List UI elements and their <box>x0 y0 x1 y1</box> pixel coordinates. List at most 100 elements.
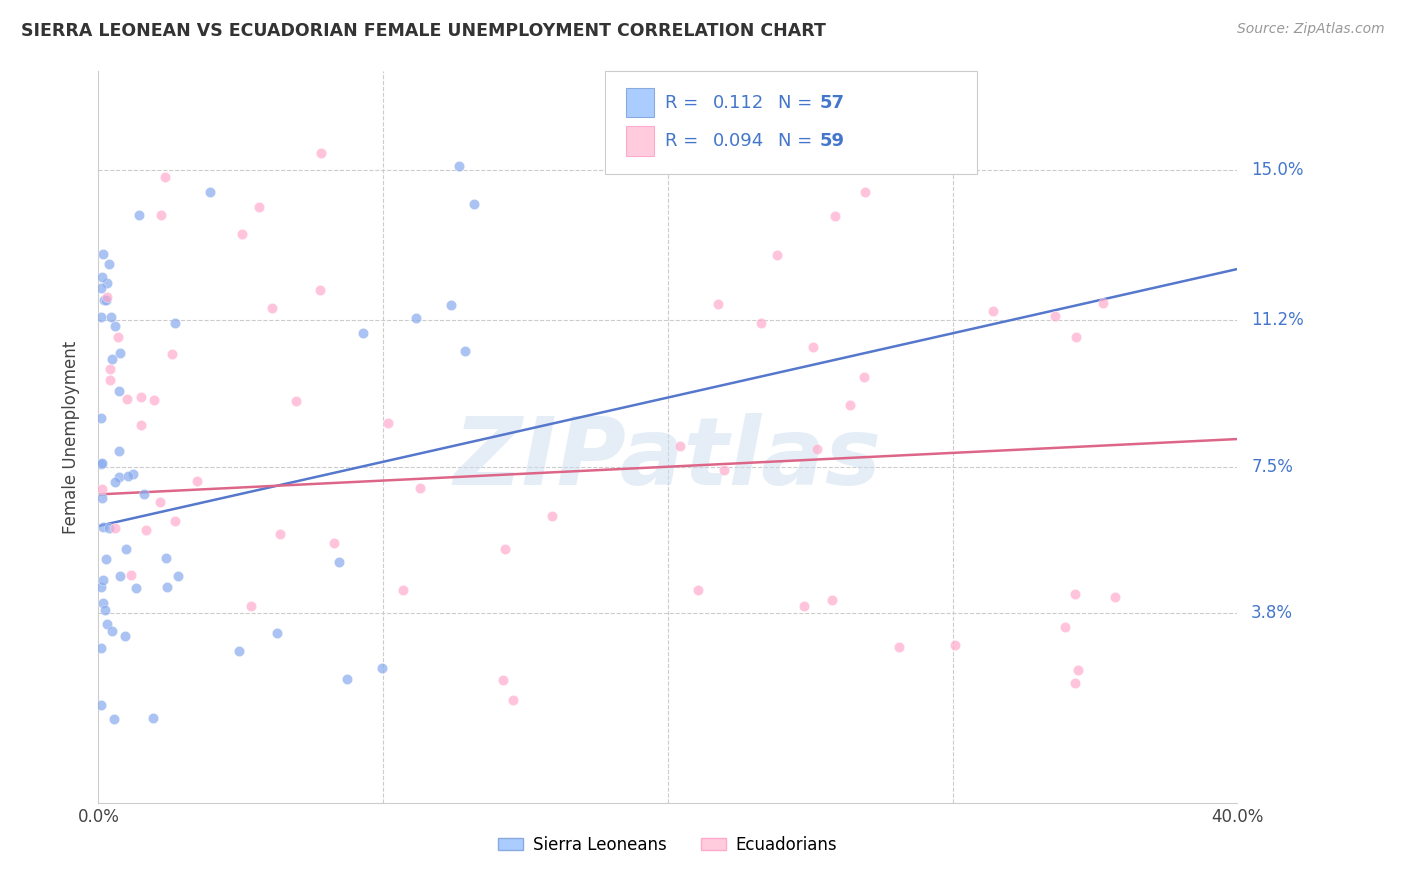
Point <box>114 629 136 643</box>
Point <box>1053 620 1076 634</box>
Text: 0.112: 0.112 <box>713 94 763 112</box>
Text: 11.2%: 11.2% <box>1251 311 1303 329</box>
Point <box>101 351 124 366</box>
Point <box>1064 676 1087 690</box>
Point <box>793 599 815 613</box>
Point <box>96 290 118 304</box>
Point <box>1043 309 1066 323</box>
Point <box>104 475 127 490</box>
Point <box>134 487 156 501</box>
Point <box>200 185 222 199</box>
Point <box>336 673 359 687</box>
Point <box>186 474 208 488</box>
Text: R =: R = <box>665 132 710 150</box>
Point <box>91 270 114 285</box>
Y-axis label: Female Unemployment: Female Unemployment <box>62 341 80 533</box>
Point <box>260 301 283 315</box>
Point <box>713 463 735 477</box>
Point <box>98 521 121 535</box>
Point <box>108 384 131 398</box>
Point <box>129 418 152 433</box>
Point <box>90 281 112 295</box>
Point <box>309 145 332 160</box>
Point <box>852 369 875 384</box>
Point <box>463 196 485 211</box>
Point <box>115 542 138 557</box>
Text: 3.8%: 3.8% <box>1251 604 1294 622</box>
Point <box>108 469 131 483</box>
Point <box>688 582 710 597</box>
Text: ZIPatlas: ZIPatlas <box>454 413 882 505</box>
Text: R =: R = <box>665 94 710 112</box>
Point <box>91 482 114 496</box>
Text: 57: 57 <box>820 94 845 112</box>
Point <box>377 416 399 430</box>
Point <box>90 456 112 470</box>
Point <box>824 210 846 224</box>
Point <box>167 568 190 582</box>
Point <box>100 624 122 638</box>
Point <box>285 393 308 408</box>
Point <box>323 536 346 550</box>
Point <box>540 509 562 524</box>
Point <box>108 346 131 360</box>
Point <box>149 208 172 222</box>
Legend: Sierra Leoneans, Ecuadorians: Sierra Leoneans, Ecuadorians <box>492 829 844 860</box>
Point <box>153 170 176 185</box>
Point <box>821 593 844 607</box>
Point <box>266 626 288 640</box>
Point <box>149 495 172 509</box>
Point <box>409 481 432 495</box>
Point <box>129 390 152 404</box>
Point <box>502 693 524 707</box>
Point <box>108 569 131 583</box>
Point <box>93 573 115 587</box>
Point <box>1104 591 1126 605</box>
Point <box>104 521 127 535</box>
Point <box>104 318 127 333</box>
Point <box>100 310 122 324</box>
Point <box>943 638 966 652</box>
Point <box>766 248 789 262</box>
Point <box>328 555 350 569</box>
Point <box>120 568 142 582</box>
Point <box>155 550 177 565</box>
Point <box>90 580 112 594</box>
Point <box>96 616 118 631</box>
Point <box>91 491 114 505</box>
Point <box>91 519 114 533</box>
Point <box>440 298 463 312</box>
Point <box>90 640 112 655</box>
Point <box>91 596 114 610</box>
Point <box>392 583 415 598</box>
Point <box>96 552 118 566</box>
Text: SIERRA LEONEAN VS ECUADORIAN FEMALE UNEMPLOYMENT CORRELATION CHART: SIERRA LEONEAN VS ECUADORIAN FEMALE UNEM… <box>21 22 825 40</box>
Point <box>494 542 516 557</box>
Point <box>135 523 157 537</box>
Point <box>803 340 825 354</box>
Point <box>309 283 332 297</box>
Point <box>806 442 828 457</box>
Text: N =: N = <box>778 132 817 150</box>
Point <box>143 392 166 407</box>
Point <box>838 399 860 413</box>
Point <box>669 439 692 453</box>
Point <box>107 329 129 343</box>
Text: 7.5%: 7.5% <box>1251 458 1294 475</box>
Point <box>115 392 138 406</box>
Point <box>98 362 121 376</box>
Point <box>128 208 150 222</box>
Point <box>981 304 1004 318</box>
Point <box>405 311 427 326</box>
Point <box>162 347 184 361</box>
Text: Source: ZipAtlas.com: Source: ZipAtlas.com <box>1237 22 1385 37</box>
Point <box>1092 296 1115 310</box>
Point <box>90 698 112 712</box>
Point <box>90 310 112 324</box>
Point <box>1066 330 1088 344</box>
Point <box>707 297 730 311</box>
Point <box>142 711 165 725</box>
Point <box>91 247 114 261</box>
Text: 59: 59 <box>820 132 845 150</box>
Point <box>853 185 876 199</box>
